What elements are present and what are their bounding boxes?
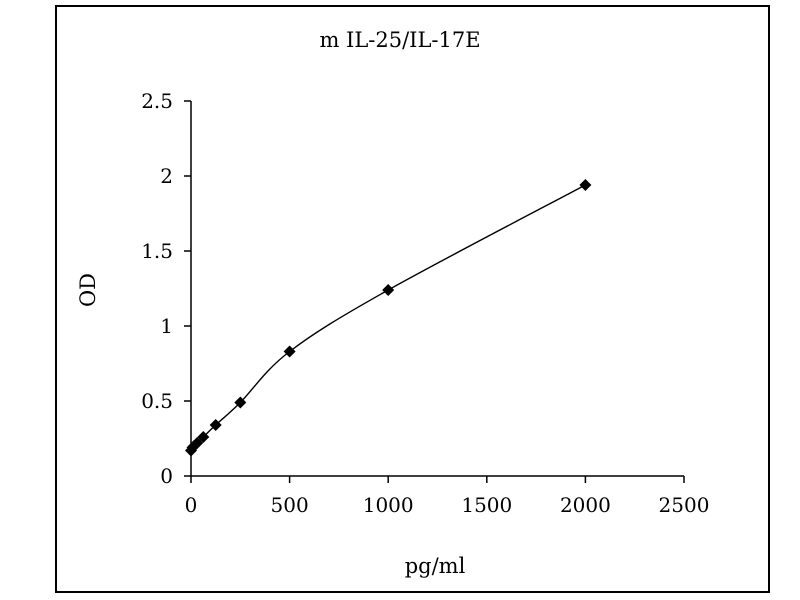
y-tick-label: 2.5: [141, 89, 173, 113]
y-tick-label: 1: [160, 314, 173, 338]
x-tick-label: 1000: [363, 493, 414, 517]
y-axis-title: OD: [76, 273, 100, 307]
data-point-marker: [234, 396, 247, 409]
y-tick-label: 2: [160, 164, 173, 188]
y-ticks: 0 0.5 1 1.5 2 2.5: [141, 89, 191, 488]
series-line: [190, 184, 586, 451]
x-tick-label: 1500: [461, 493, 512, 517]
x-tick-label: 0: [185, 493, 198, 517]
x-tick-label: 2500: [659, 493, 710, 517]
data-point-marker: [579, 179, 592, 191]
data-point-marker: [197, 431, 210, 443]
data-point-marker: [191, 437, 204, 449]
x-axis-title: pg/ml: [405, 554, 466, 578]
data-point-marker: [209, 419, 222, 431]
chart-title: m IL-25/IL-17E: [319, 28, 480, 52]
chart-frame: [55, 5, 770, 593]
x-ticks: 0 500 1000 1500 2000 2500: [185, 476, 710, 517]
data-point-marker: [283, 345, 296, 358]
y-tick-label: 0: [160, 464, 173, 488]
y-tick-label: 1.5: [141, 239, 173, 263]
data-point-marker: [382, 284, 395, 296]
y-tick-label: 0.5: [141, 389, 173, 413]
axes: [190, 101, 684, 477]
x-tick-label: 2000: [560, 493, 611, 517]
series-layer: [185, 179, 592, 457]
x-tick-label: 500: [271, 493, 309, 517]
